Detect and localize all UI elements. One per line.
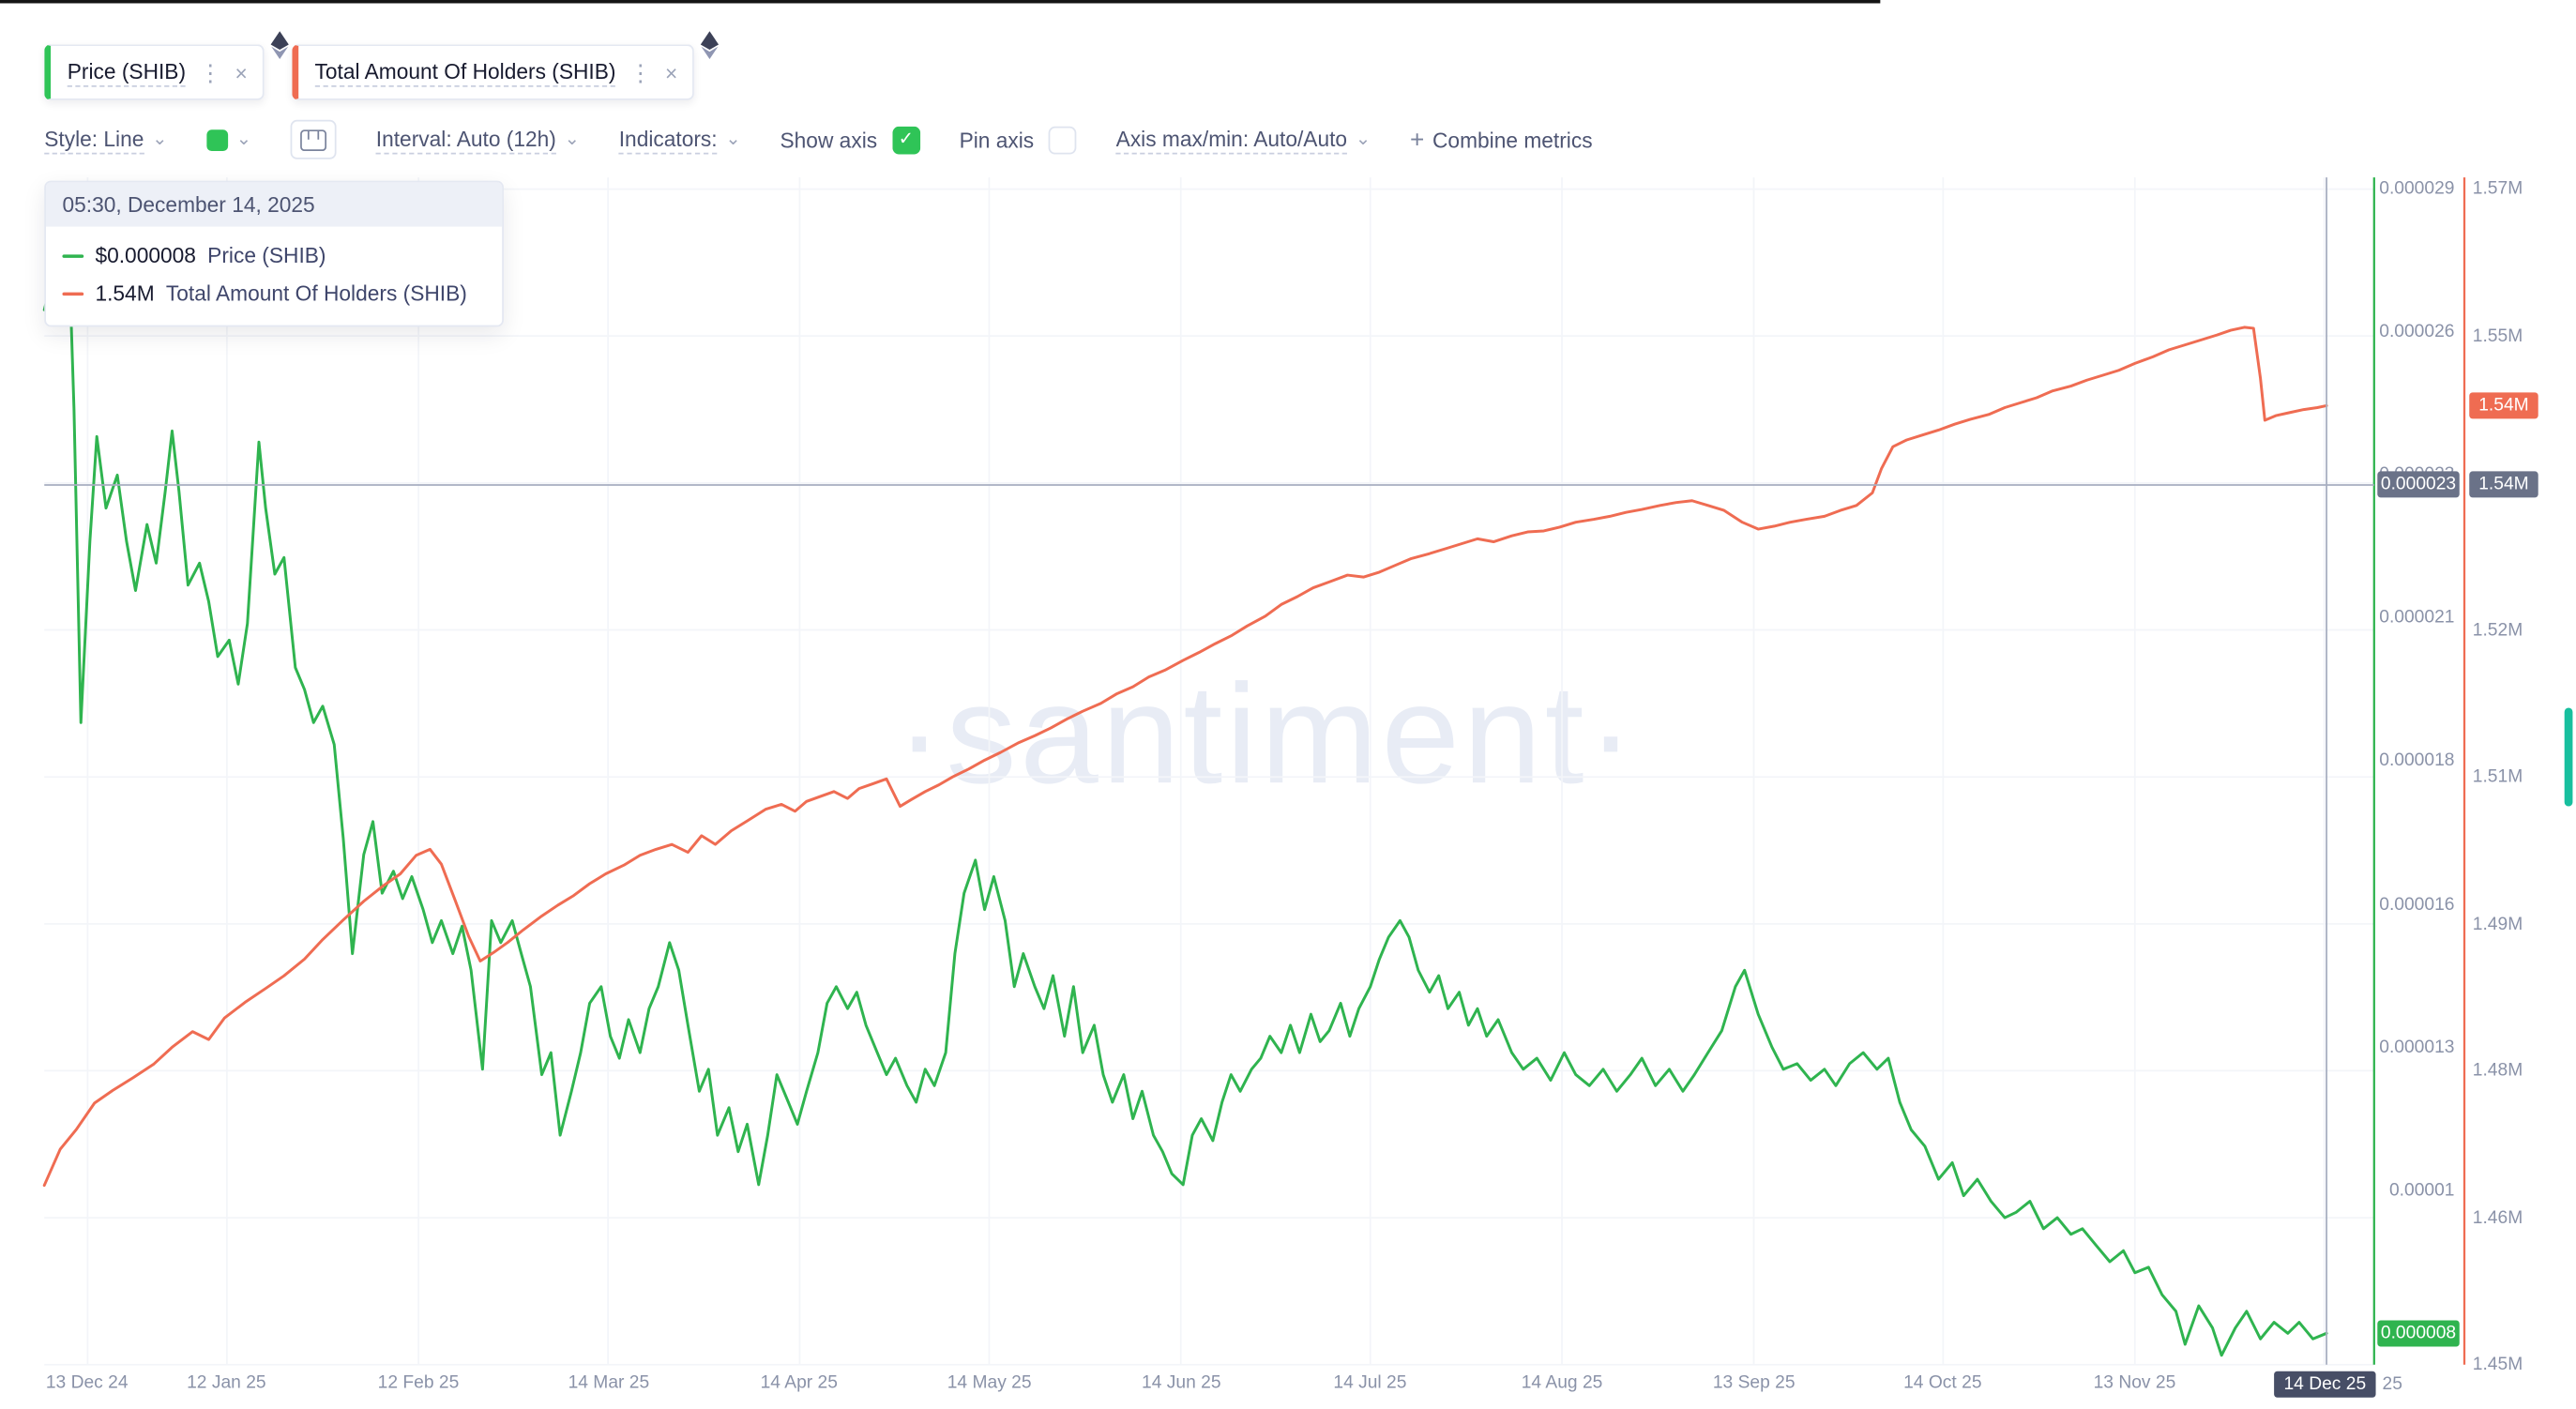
legend-dash-icon — [62, 253, 84, 257]
chart-toolbar: Style: Line ⌄ ⌄ Interval: Auto (12h) ⌄ I… — [44, 119, 1593, 159]
holders-axis-tick: 1.49M — [2472, 915, 2523, 935]
tab-close-icon[interactable]: × — [664, 59, 678, 85]
santiment-watermark: ·santiment· — [895, 656, 1638, 814]
interval-ruler-icon — [300, 129, 327, 151]
legend-label: Total Amount Of Holders (SHIB) — [165, 280, 467, 306]
window-top-border — [0, 0, 1881, 4]
holders-axis-tick: 1.48M — [2472, 1060, 2523, 1081]
crosshair-price-badge: 0.000023 — [2377, 471, 2460, 498]
holders-axis-tick: 1.45M — [2472, 1355, 2523, 1375]
legend-value: 1.54M — [95, 280, 155, 306]
legend-value: $0.000008 — [95, 243, 196, 268]
show-axis-label: Show axis — [780, 127, 878, 152]
check-icon: ✓ — [898, 129, 914, 149]
color-swatch-selector[interactable]: ⌄ — [206, 129, 251, 151]
holders-axis-tick: 1.55M — [2472, 326, 2523, 347]
indicators-selector[interactable]: Indicators: ⌄ — [618, 126, 741, 154]
pin-axis-label: Pin axis — [959, 127, 1035, 152]
pin-axis-toggle[interactable]: Pin axis ✓ — [959, 125, 1077, 154]
time-axis-overflow-label: 25 — [2382, 1374, 2402, 1395]
chart-tooltip: 05:30, December 14, 2025 $0.000008 Price … — [44, 180, 504, 327]
chevron-down-icon: ⌄ — [1355, 129, 1371, 150]
plus-icon: + — [1409, 125, 1425, 154]
indicators-selector-label[interactable]: Indicators: — [618, 126, 718, 154]
style-selector-label[interactable]: Style: Line — [44, 126, 144, 154]
combine-metrics-label[interactable]: Combine metrics — [1432, 127, 1593, 152]
price-axis-tick: 0.00001 — [2388, 1180, 2455, 1201]
tooltip-legend: $0.000008 Price (SHIB) 1.54M Total Amount O… — [46, 227, 502, 326]
legend-dash-icon — [62, 291, 84, 295]
holders-axis-tick: 1.57M — [2472, 178, 2523, 199]
price-axis-tick: 0.000029 — [2379, 178, 2455, 199]
color-swatch[interactable] — [206, 129, 228, 151]
tooltip-timestamp: 05:30, December 14, 2025 — [45, 182, 503, 227]
style-selector[interactable]: Style: Line ⌄ — [44, 126, 167, 154]
chevron-down-icon: ⌄ — [564, 129, 580, 150]
axis-maxmin-label[interactable]: Axis max/min: Auto/Auto — [1115, 126, 1348, 154]
metric-tab-price-label[interactable]: Price (SHIB) — [67, 58, 187, 86]
interval-selector-label[interactable]: Interval: Auto (12h) — [375, 126, 556, 154]
price-axis-tick: 0.000026 — [2379, 322, 2455, 342]
chevron-down-icon: ⌄ — [725, 129, 741, 150]
combine-metrics-button[interactable]: + Combine metrics — [1410, 128, 1593, 152]
price-axis-tick: 0.000016 — [2379, 895, 2455, 916]
holders-axis-tick: 1.51M — [2472, 766, 2523, 787]
price-axis-tick: 0.000013 — [2379, 1038, 2455, 1058]
interval-icon-button[interactable] — [290, 119, 337, 159]
tab-close-icon[interactable]: × — [235, 59, 248, 85]
axis-maxmin-selector[interactable]: Axis max/min: Auto/Auto ⌄ — [1115, 126, 1371, 154]
chevron-down-icon: ⌄ — [235, 129, 251, 150]
tooltip-legend-row: 1.54M Total Amount Of Holders (SHIB) — [62, 280, 485, 306]
holders-axis-tick: 1.52M — [2472, 620, 2523, 641]
metric-tab-wrap-holders: Total Amount Of Holders (SHIB) ⋮ × — [292, 31, 719, 100]
metric-tab-price[interactable]: Price (SHIB) ⋮ × — [44, 44, 265, 100]
metric-tabs: Price (SHIB) ⋮ × Total Amount Of Holders… — [44, 31, 719, 100]
legend-label: Price (SHIB) — [207, 243, 326, 268]
scrollbar-thumb[interactable] — [2564, 707, 2573, 807]
holders-last-value-badge: 1.54M — [2469, 392, 2538, 419]
price-axis-tick: 0.000018 — [2379, 750, 2455, 771]
tab-options-icon[interactable]: ⋮ — [199, 58, 222, 85]
crosshair-holders-badge: 1.54M — [2469, 471, 2538, 498]
show-axis-checkbox[interactable]: ✓ — [891, 125, 920, 154]
show-axis-toggle[interactable]: Show axis ✓ — [780, 125, 920, 154]
metric-tab-holders[interactable]: Total Amount Of Holders (SHIB) ⋮ × — [292, 44, 694, 100]
interval-selector[interactable]: Interval: Auto (12h) ⌄ — [375, 126, 580, 154]
holders-axis-tick: 1.46M — [2472, 1208, 2523, 1229]
eth-icon — [270, 31, 289, 60]
tooltip-legend-row: $0.000008 Price (SHIB) — [62, 243, 485, 267]
metric-tab-holders-label[interactable]: Total Amount Of Holders (SHIB) — [314, 58, 616, 86]
price-axis-tick: 0.000021 — [2379, 607, 2455, 628]
crosshair-date-badge: 14 Dec 25 — [2274, 1371, 2376, 1398]
chevron-down-icon: ⌄ — [152, 129, 168, 150]
tab-options-icon[interactable]: ⋮ — [629, 58, 652, 85]
pin-axis-checkbox[interactable]: ✓ — [1048, 125, 1077, 154]
eth-icon — [700, 31, 719, 60]
price-last-value-badge: 0.000008 — [2377, 1320, 2460, 1347]
metric-tab-wrap-price: Price (SHIB) ⋮ × — [44, 31, 289, 100]
